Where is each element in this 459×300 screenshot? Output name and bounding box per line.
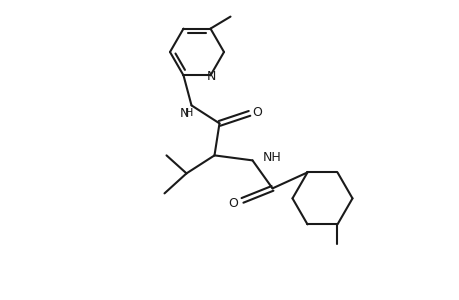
Text: N: N [179, 107, 189, 120]
Text: H: H [185, 108, 193, 118]
Text: O: O [228, 197, 238, 210]
Text: O: O [252, 106, 262, 119]
Text: NH: NH [262, 151, 280, 164]
Text: N: N [207, 70, 216, 83]
